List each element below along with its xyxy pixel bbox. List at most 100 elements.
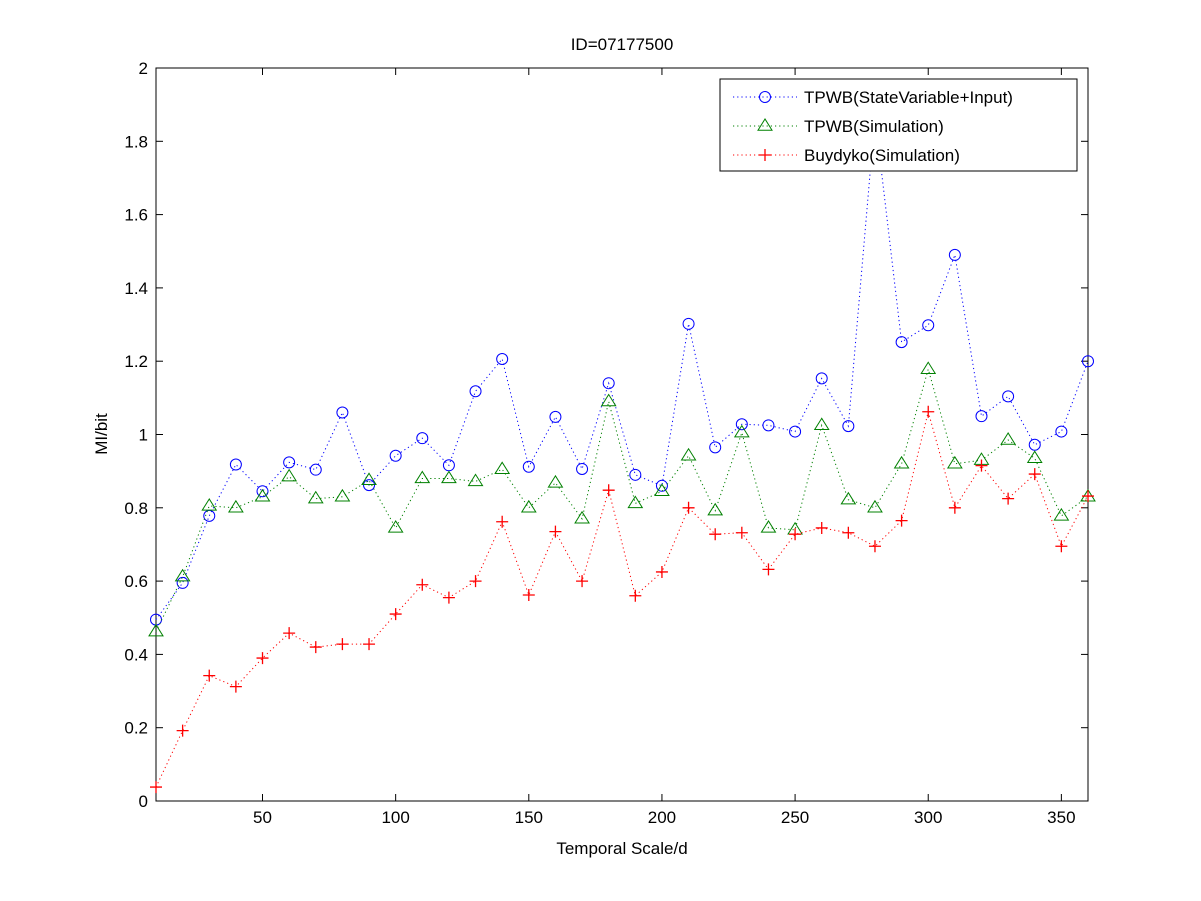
data-point [789,528,802,541]
data-point [975,410,988,423]
data-point [1082,355,1094,368]
legend-label: TPWB(StateVariable+Input) [804,88,1013,107]
data-point [1082,490,1094,503]
data-point [387,520,404,533]
x-tick-label: 100 [381,808,409,827]
series-layer [148,110,1096,794]
data-point [815,521,828,534]
legend: TPWB(StateVariable+Input) TPWB(Simulation… [719,78,1078,172]
data-point [467,473,484,487]
y-tick-label: 0.2 [124,719,148,738]
data-point [283,627,296,640]
data-point [629,589,642,602]
data-point [494,461,511,475]
data-point [975,459,988,472]
y-tick-label: 0.6 [124,572,148,591]
data-point [309,641,322,654]
data-point [389,449,402,462]
data-point [842,526,855,539]
data-point [709,441,722,454]
data-point [574,510,590,524]
data-point [813,417,830,431]
data-point [602,484,615,497]
y-tick-label: 1 [139,426,148,445]
data-point [760,520,777,533]
data-point [283,456,296,469]
x-tick-label: 50 [253,808,272,827]
series-line [155,367,1089,632]
data-point [549,410,562,423]
data-point [307,490,324,504]
data-point [256,652,269,665]
data-point [363,638,376,651]
x-tick-label: 150 [515,808,543,827]
chart-title: ID=07177500 [571,35,674,54]
legend-marker [759,91,771,103]
data-point [148,623,164,637]
data-point [948,248,961,261]
data-point [600,393,617,407]
data-point [281,468,298,482]
y-axis-label: MI/bit [92,413,111,455]
data-point [469,575,482,588]
series-1 [148,361,1096,637]
data-point [1002,492,1015,505]
data-point [254,488,271,502]
data-point [363,479,376,492]
data-point [655,479,668,492]
legend-entry: TPWB(Simulation) [733,117,944,136]
y-tick-label: 0.8 [124,499,148,518]
data-point [469,385,482,398]
data-point [549,525,562,538]
data-point [576,462,589,475]
data-point [416,578,429,591]
data-point [682,501,695,514]
data-point [1028,468,1041,481]
data-point [735,526,748,539]
data-point [948,501,961,514]
data-point [922,319,935,332]
data-point [496,353,509,366]
y-tick-label: 1.6 [124,206,148,225]
data-point [815,372,828,385]
data-point [655,565,668,578]
y-tick-label: 1.4 [124,279,148,298]
data-point [842,420,855,433]
x-tick-label: 350 [1047,808,1075,827]
data-point [576,575,589,588]
data-point [389,608,402,621]
data-point [442,591,455,604]
data-point [176,724,189,737]
data-point [735,418,748,431]
data-point [336,638,349,651]
data-point [920,361,937,374]
data-point [547,474,564,488]
data-point [733,424,750,438]
data-point [627,495,644,509]
data-point [229,680,242,693]
data-point [256,485,269,498]
data-point [1028,438,1041,451]
data-point [1055,540,1068,553]
y-tick-label: 1.2 [124,352,148,371]
data-point [840,491,857,505]
data-point [789,425,802,438]
legend-entry: Buydyko(Simulation) [733,146,960,165]
data-point [1000,432,1017,445]
data-point [707,502,724,516]
data-point [709,528,722,541]
data-point [868,540,881,553]
data-point [496,515,509,528]
data-point [520,499,537,513]
data-point [203,669,216,682]
series-line [155,409,1089,788]
data-point [867,499,883,513]
data-point [309,463,322,476]
data-point [946,455,963,469]
data-point [893,455,910,469]
series-0 [150,110,1094,626]
data-point [150,781,162,794]
x-tick-label: 200 [648,808,676,827]
y-tick-label: 1.8 [124,132,148,151]
